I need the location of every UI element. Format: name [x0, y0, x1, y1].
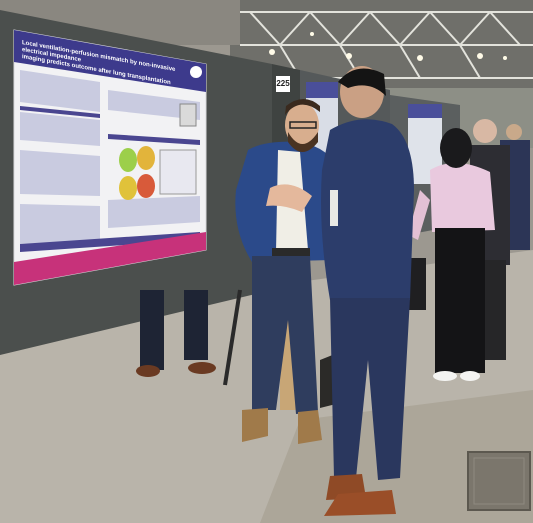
poster-lung-figures — [119, 103, 197, 200]
board-number: 225 — [276, 76, 290, 92]
ceiling-lights — [269, 32, 507, 61]
woman-attendee — [408, 128, 495, 381]
poster-logo — [190, 66, 202, 78]
poster-header — [14, 30, 206, 92]
ceiling-truss — [240, 11, 533, 79]
presenter — [235, 99, 338, 444]
poster-section-bars — [20, 106, 200, 252]
listener — [321, 66, 414, 516]
poster-text-blocks — [20, 70, 200, 244]
hidden-person-legs — [136, 290, 216, 377]
floor-hatch — [467, 451, 531, 511]
poster-footer — [14, 232, 206, 285]
